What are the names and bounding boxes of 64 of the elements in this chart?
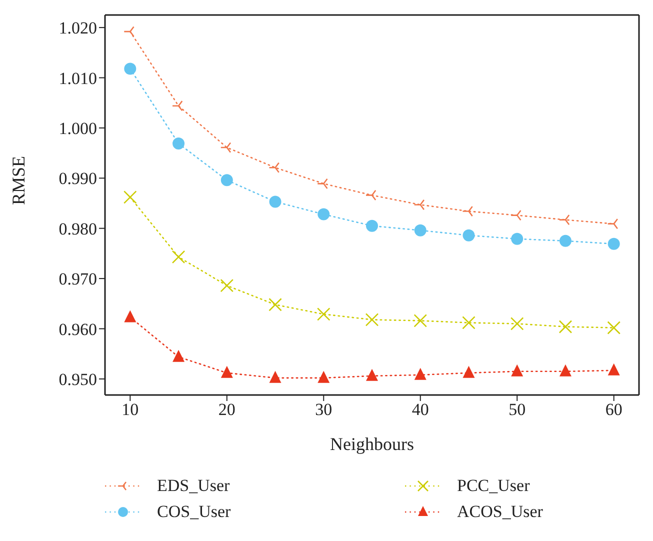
point (462, 206, 473, 217)
point (172, 138, 185, 150)
point (608, 238, 620, 250)
point (172, 250, 186, 264)
point (511, 364, 524, 376)
point (124, 310, 136, 322)
point (366, 220, 378, 232)
point (510, 317, 524, 330)
legend-label: EDS_User (157, 476, 230, 496)
point (124, 26, 134, 38)
point (607, 321, 620, 334)
point (220, 278, 234, 292)
point (462, 316, 476, 330)
x-tick-label: 10 (122, 400, 139, 420)
point (268, 162, 280, 174)
x-tick-label: 60 (605, 400, 622, 420)
point (414, 199, 425, 210)
point (124, 190, 137, 204)
point (558, 214, 570, 226)
legend-label: ACOS_User (457, 502, 543, 522)
point (608, 363, 620, 376)
point (462, 366, 475, 378)
point (365, 190, 376, 201)
point (316, 308, 330, 321)
point (559, 234, 572, 247)
point (510, 210, 522, 221)
x-axis-title: Neighbours (330, 434, 414, 454)
point (172, 350, 185, 362)
point (558, 320, 572, 334)
point (559, 364, 572, 376)
y-tick-label: 1.020 (58, 18, 97, 38)
point (366, 368, 378, 381)
y-tick-label: 0.990 (58, 169, 97, 188)
point (462, 229, 475, 242)
y-tick-label: 1.000 (58, 118, 97, 138)
point (414, 224, 426, 236)
point (172, 100, 183, 112)
x-tick-label: 50 (508, 400, 526, 420)
x-tick-label: 20 (218, 400, 236, 420)
point (220, 174, 233, 186)
point (316, 178, 328, 190)
legend-label: COS_User (157, 502, 231, 522)
point (269, 196, 282, 208)
point (318, 208, 330, 220)
point (511, 232, 524, 245)
point (607, 218, 618, 230)
x-tick-label: 30 (315, 400, 332, 420)
point (220, 142, 232, 153)
point (365, 313, 379, 326)
legend-label: PCC_User (457, 476, 530, 496)
x-tick-label: 40 (412, 400, 429, 420)
y-tick-label: 0.970 (58, 270, 97, 289)
point (220, 366, 233, 378)
point (318, 370, 330, 383)
y-tick-label: 1.010 (58, 68, 97, 88)
point (414, 314, 428, 328)
point (269, 370, 282, 383)
y-tick-label: 0.960 (58, 320, 97, 339)
y-axis-title: RMSE (8, 156, 28, 205)
point (124, 62, 136, 75)
point (268, 298, 282, 312)
y-tick-label: 0.980 (58, 219, 97, 238)
point (414, 368, 426, 380)
y-tick-label: 0.950 (58, 370, 97, 389)
